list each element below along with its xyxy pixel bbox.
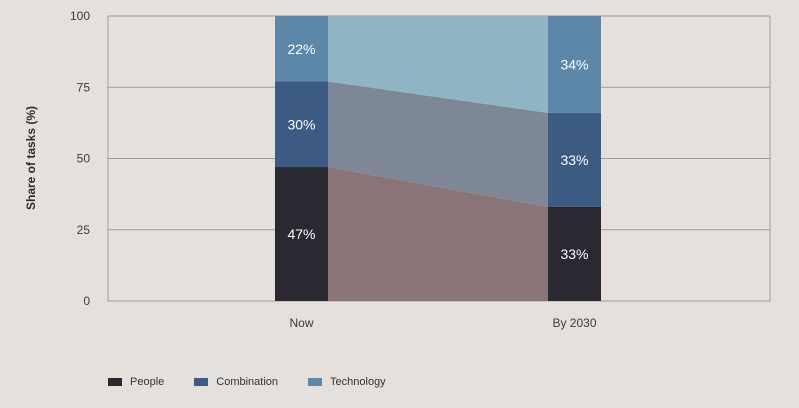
y-tick-label-50: 50 [77, 152, 91, 166]
y-tick-label-25: 25 [77, 223, 91, 237]
legend: People Combination Technology [108, 376, 386, 388]
legend-item-technology: Technology [308, 376, 386, 388]
legend-swatch-technology [308, 378, 323, 386]
connector-band-combination [328, 81, 548, 207]
y-tick-label-75: 75 [77, 80, 91, 94]
bar-people-now [275, 167, 328, 301]
bar-technology-now [275, 16, 328, 82]
label-layer: 47% 30% 22% 33% 33% 34% [287, 41, 588, 262]
y-axis-title: Share of tasks (%) [24, 106, 38, 210]
axis-layer: 0 25 50 75 100 Now By 2030 [70, 9, 597, 330]
x-tick-label-now: Now [289, 316, 313, 330]
x-tick-label-by-2030: By 2030 [552, 316, 596, 330]
legend-swatch-combination [194, 378, 209, 386]
data-label-people-now: 47% [287, 226, 315, 242]
bar-people-by-2030 [548, 206, 601, 301]
legend-swatch-people [108, 378, 122, 386]
y-tick-label-0: 0 [83, 294, 90, 308]
bar-technology-by-2030 [548, 16, 601, 113]
data-label-technology-now: 22% [287, 41, 315, 57]
legend-label-combination: Combination [216, 376, 279, 388]
y-tick-label-100: 100 [70, 9, 90, 23]
legend-item-combination: Combination [194, 376, 278, 388]
data-label-combination-by-2030: 33% [560, 152, 588, 168]
data-label-people-by-2030: 33% [560, 246, 588, 262]
bar-combination-by-2030 [548, 112, 601, 207]
bar-combination-now [275, 81, 328, 168]
connector-band-technology [328, 16, 548, 113]
legend-label-people: People [130, 376, 165, 388]
connector-layer [328, 16, 548, 301]
connector-band-people [328, 167, 548, 301]
legend-label-technology: Technology [330, 376, 386, 388]
legend-item-people: People [108, 376, 164, 388]
data-label-technology-by-2030: 34% [560, 56, 588, 72]
bar-layer [275, 16, 601, 301]
data-label-combination-now: 30% [287, 116, 315, 132]
